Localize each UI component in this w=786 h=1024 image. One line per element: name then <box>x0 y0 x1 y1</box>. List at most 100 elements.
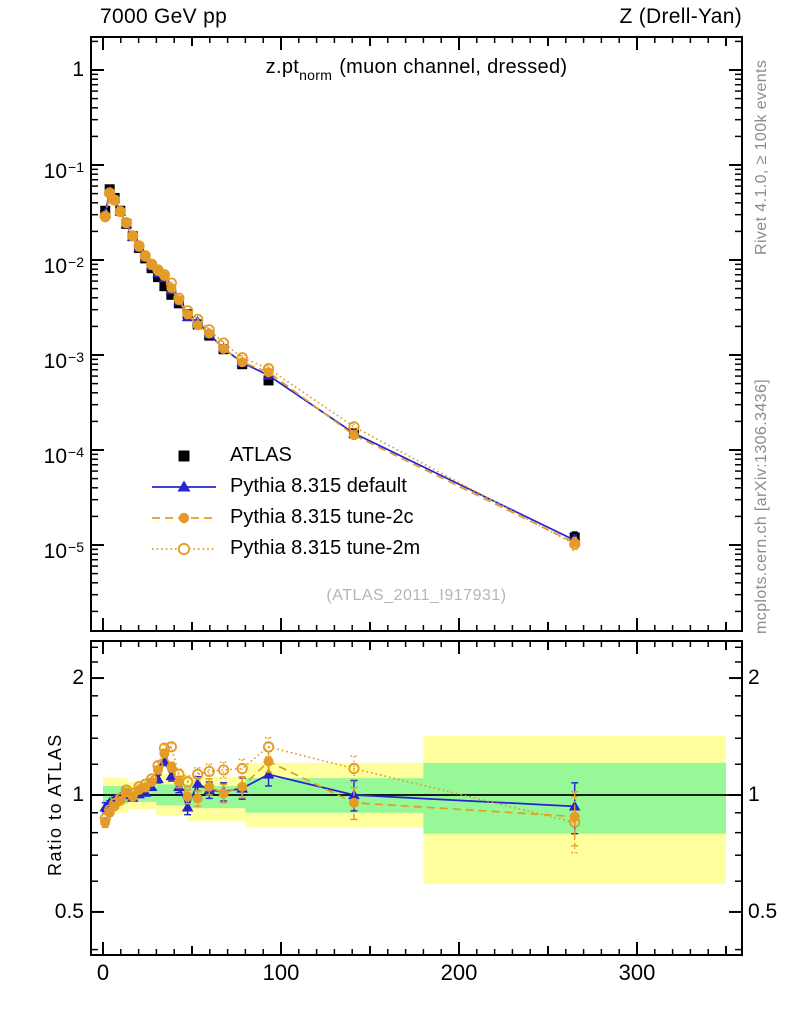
x-axis-tick-label: 300 <box>618 960 656 985</box>
marker-square <box>166 289 177 300</box>
marker-circle-open <box>114 792 126 805</box>
marker-circle-open <box>133 240 145 252</box>
analysis-id-watermark: (ATLAS_2011_I917931) <box>326 587 507 604</box>
marker-circle-open <box>120 217 133 229</box>
legend-marker-glyph <box>178 512 190 523</box>
marker-circle-open <box>165 741 177 753</box>
marker-circle <box>237 781 248 792</box>
ratio-tick-label-right: 2 <box>748 666 760 690</box>
legend-marker-triangle-icon <box>152 480 216 491</box>
legend-marker-square-icon <box>178 450 190 461</box>
marker-circle <box>263 756 274 767</box>
marker-circle-open <box>182 776 194 788</box>
marker-square <box>159 281 170 292</box>
marker-circle-open <box>146 773 158 785</box>
marker-circle <box>263 367 274 378</box>
marker-circle <box>348 430 359 441</box>
marker-circle <box>115 796 126 807</box>
marker-circle <box>348 797 359 808</box>
marker-circle-open <box>348 421 360 433</box>
marker-circle-open <box>152 760 164 772</box>
y-axis-tick-label: 10−5 <box>43 539 84 563</box>
marker-circle-open <box>348 762 360 775</box>
y-axis-tick-label: 10−2 <box>43 254 84 278</box>
marker-circle-open <box>217 337 230 349</box>
marker-circle-open <box>158 269 171 281</box>
plot-title: z.ptnorm (muon channel, dressed) <box>91 56 742 83</box>
marker-circle-open <box>569 538 581 550</box>
marker-circle-open <box>133 781 145 793</box>
marker-circle <box>218 788 229 799</box>
marker-circle <box>127 791 138 802</box>
observable-name: z.pt <box>265 56 300 78</box>
marker-circle-open <box>127 230 139 242</box>
marker-circle-open <box>99 210 111 223</box>
legend: ATLAS Pythia 8.315 default Pythia 8.315 tu… <box>150 440 420 564</box>
x-axis-tick-label: 100 <box>262 960 300 985</box>
ratio-tick-label-left: 0.5 <box>54 899 84 923</box>
mc-series-line-main <box>104 190 576 545</box>
legend-marker-glyph <box>178 450 190 461</box>
legend-item-label: Pythia 8.315 tune-2c <box>230 506 414 528</box>
marker-circle-open <box>569 816 581 829</box>
marker-circle-open <box>99 812 111 825</box>
legend-item-label: Pythia 8.315 default <box>230 475 407 497</box>
marker-triangle <box>262 768 275 779</box>
marker-triangle <box>165 770 178 781</box>
marker-triangle <box>181 801 194 812</box>
main-plot-frame <box>90 36 743 632</box>
marker-circle <box>182 791 193 802</box>
legend-item-label: ATLAS <box>230 444 292 466</box>
marker-circle-open <box>192 768 204 780</box>
marker-circle-open <box>139 250 151 262</box>
marker-circle-open <box>173 292 185 304</box>
x-axis-tick-label: 0 <box>96 960 110 985</box>
marker-triangle <box>191 777 204 788</box>
marker-circle-open <box>158 742 171 754</box>
legend-marker-glyph <box>177 480 191 491</box>
marker-circle-open <box>236 762 248 775</box>
legend-item-label: Pythia 8.315 tune-2m <box>230 537 421 559</box>
legend-item-pythia-8-315-tune-2m: Pythia 8.315 tune-2m <box>150 533 420 564</box>
legend-item-pythia-8-315-default: Pythia 8.315 default <box>150 471 420 502</box>
beam-energy-label: 7000 GeV pp <box>100 5 228 28</box>
marker-circle-open <box>203 324 215 336</box>
marker-circle-open <box>139 778 151 790</box>
ratio-plot-frame <box>90 640 743 956</box>
ratio-tick-label-left: 1 <box>72 783 84 806</box>
marker-circle <box>121 218 132 229</box>
process-label: Z (Drell-Yan) <box>619 5 742 28</box>
marker-circle-open <box>120 784 133 796</box>
marker-circle-open <box>182 305 194 317</box>
marker-circle-open <box>236 352 248 364</box>
marker-circle-open <box>203 765 215 778</box>
y-axis-tick-label: 1 <box>72 58 84 81</box>
legend-marker-circle-open-icon <box>152 542 216 555</box>
legend-item-atlas: ATLAS <box>150 440 420 471</box>
marker-circle-open <box>192 313 204 325</box>
marker-circle-open <box>108 194 121 206</box>
marker-square <box>263 375 274 386</box>
y-axis-tick-label: 10−4 <box>43 444 84 468</box>
marker-circle-open <box>173 768 185 780</box>
marker-circle-open <box>127 787 139 799</box>
marker-circle-open <box>262 363 275 375</box>
y-axis-tick-label: 10−1 <box>43 159 84 183</box>
observable-subscript: norm <box>299 67 333 83</box>
marker-circle-open <box>217 764 230 776</box>
legend-marker-glyph <box>177 542 191 555</box>
x-axis-tick-label: 200 <box>440 960 478 985</box>
legend-item-pythia-8-315-tune-2c: Pythia 8.315 tune-2c <box>150 502 420 533</box>
marker-circle <box>166 762 177 773</box>
ratio-tick-label-left: 2 <box>72 666 84 690</box>
mcplots-reference-label: mcplots.cern.ch [arXiv:1306.3436] <box>753 378 770 634</box>
marker-circle <box>192 793 203 804</box>
marker-circle-open <box>146 258 158 270</box>
mc-series-line-ratio <box>104 745 575 824</box>
legend-marker-circle-icon <box>152 512 216 523</box>
y-axis-tick-label: 10−3 <box>43 349 84 373</box>
ratio-tick-label-right: 0.5 <box>748 899 778 923</box>
marker-circle-open <box>165 277 177 289</box>
